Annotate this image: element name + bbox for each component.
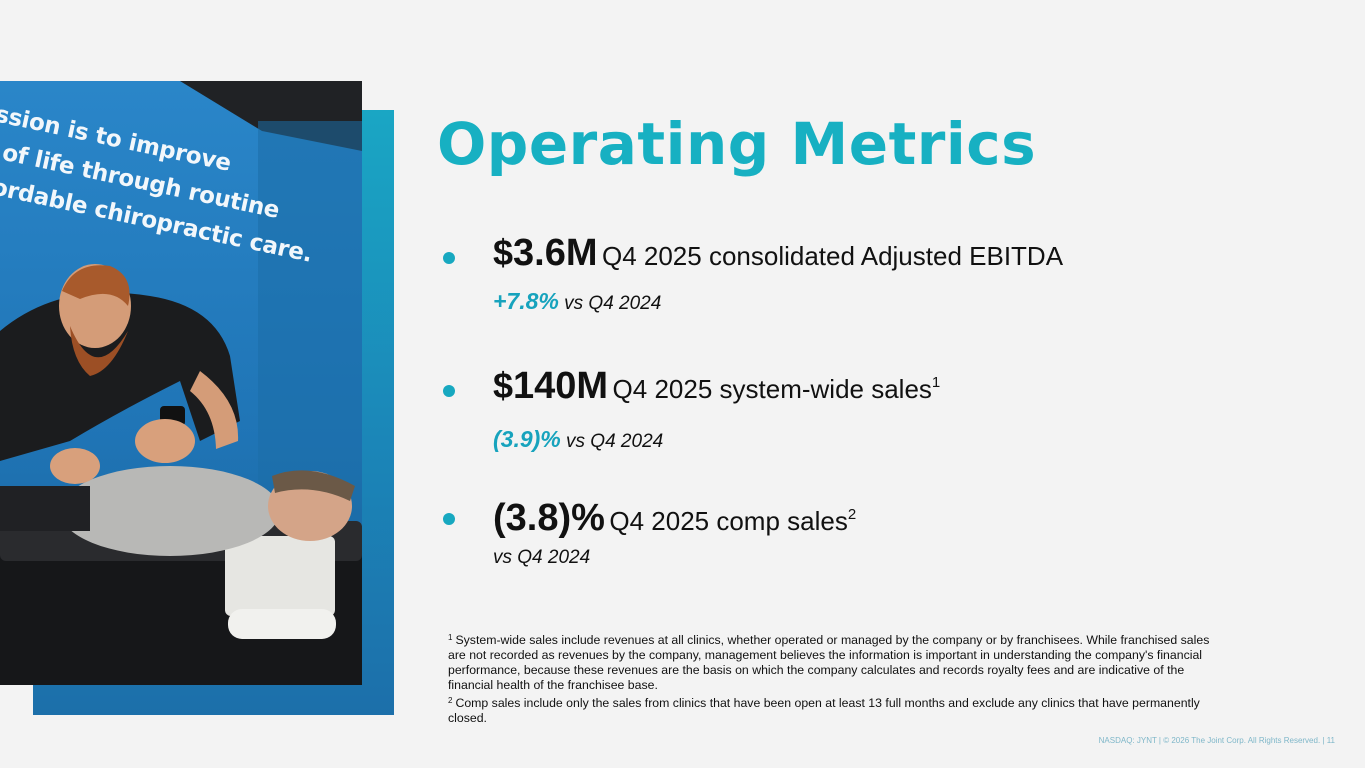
metric-comparison: vs Q4 2024: [564, 293, 662, 314]
metric-value: (3.8)%: [493, 497, 605, 539]
bullet-icon: [443, 513, 455, 525]
chiropractor-photo: ission is to improve y of life through r…: [0, 81, 362, 685]
footnote-marker: 1: [931, 374, 941, 391]
metric-value: 140M: [513, 365, 609, 407]
photo-illustration: [0, 81, 362, 685]
metric-comparison: vs Q4 2024: [493, 547, 591, 568]
footnote-marker: 2: [448, 696, 453, 705]
footnote-marker: 1: [448, 633, 453, 642]
metric-change-line: vs Q4 2024: [493, 547, 590, 569]
metric-description: Q4 2025 consolidated Adjusted EBITDA: [601, 241, 1064, 271]
metric-description: Q4 2025 comp sales: [609, 506, 848, 536]
metric-change: (3.9)%: [493, 426, 561, 452]
metric-currency: $: [493, 365, 514, 406]
metric-change: +7.8%: [493, 288, 559, 314]
metric-change-line: (3.9)% vs Q4 2024: [493, 426, 663, 453]
footnote-2: 2 Comp sales include only the sales from …: [448, 693, 1218, 726]
footnotes: 1 System-wide sales include revenues at a…: [448, 630, 1218, 726]
metric-headline: $140M Q4 2025 system-wide sales1: [493, 365, 940, 408]
metric-currency: $: [493, 232, 514, 273]
footnote-marker: 2: [847, 506, 857, 523]
footnote-text: System-wide sales include revenues at al…: [448, 633, 1210, 692]
metric-change-line: +7.8% vs Q4 2024: [493, 288, 661, 315]
metric-headline: (3.8)% Q4 2025 comp sales2: [493, 497, 856, 540]
metric-comparison: vs Q4 2024: [566, 431, 664, 452]
page-title: Operating Metrics: [437, 110, 1037, 178]
footnote-text: Comp sales include only the sales from c…: [448, 696, 1200, 725]
metric-value: 3.6M: [513, 232, 598, 274]
bullet-icon: [443, 385, 455, 397]
bullet-icon: [443, 252, 455, 264]
footer: NASDAQ: JYNT | © 2026 The Joint Corp. Al…: [1098, 736, 1335, 745]
footnote-1: 1 System-wide sales include revenues at a…: [448, 630, 1218, 693]
metric-headline: $3.6M Q4 2025 consolidated Adjusted EBIT…: [493, 232, 1063, 275]
metric-description: Q4 2025 system-wide sales: [612, 374, 932, 404]
